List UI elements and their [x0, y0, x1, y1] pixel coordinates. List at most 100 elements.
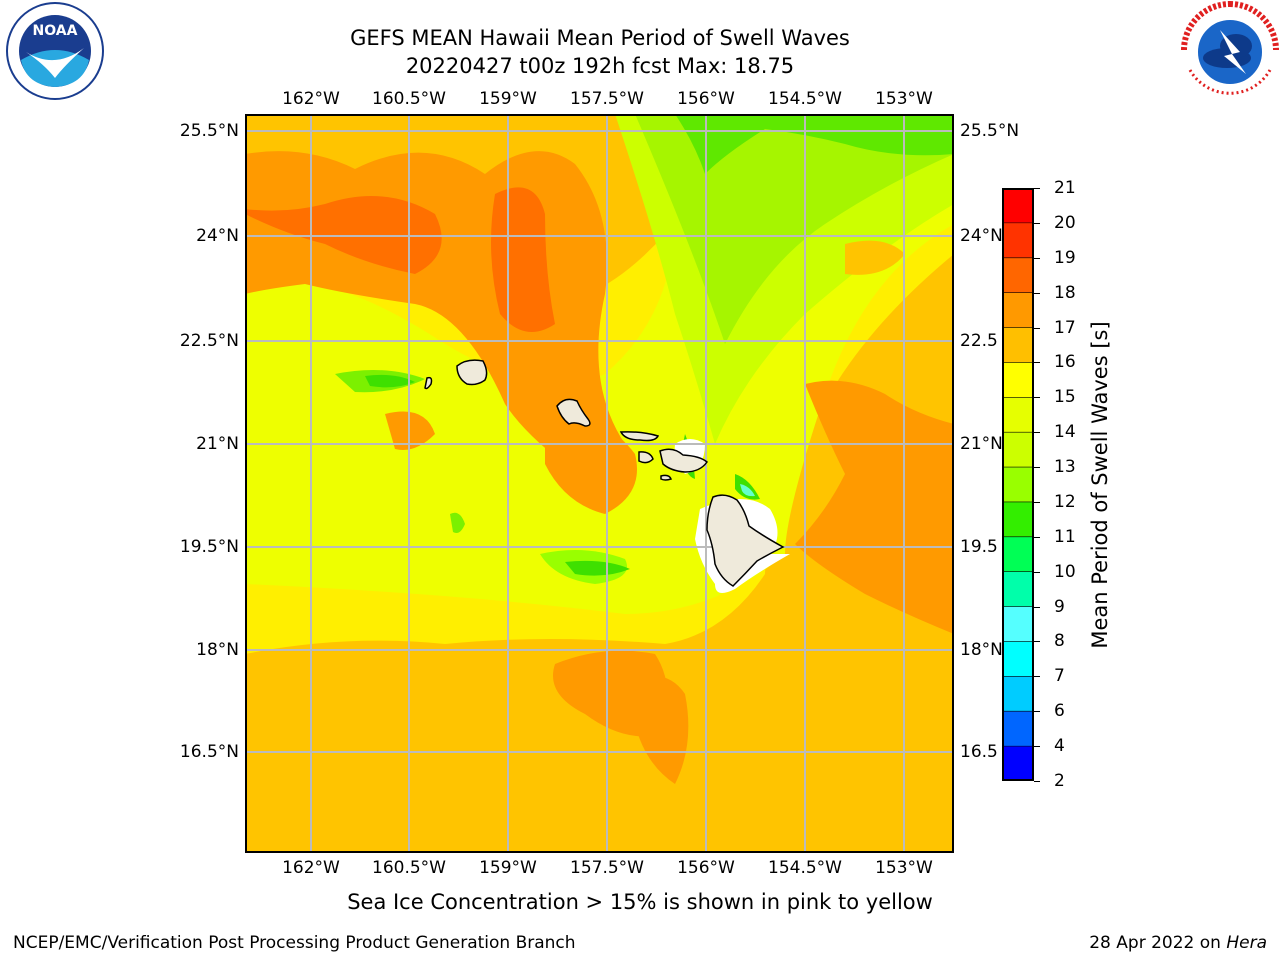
- colorbar-tick-label: 13: [1054, 457, 1076, 478]
- lat-label-right: 16.5: [960, 742, 998, 762]
- swell-period-map: [245, 114, 954, 853]
- lon-label-bottom: 157.5°W: [570, 858, 644, 878]
- colorbar-tick-label: 16: [1054, 352, 1076, 373]
- graticule: [245, 114, 954, 853]
- colorbar-tick-label: 8: [1054, 631, 1065, 652]
- colorbar-tick-label: 15: [1054, 387, 1076, 408]
- nws-logo: [1180, 0, 1280, 104]
- colorbar-swatch: [1002, 327, 1034, 363]
- lon-label-top: 154.5°W: [768, 89, 842, 109]
- lanai-island: [638, 451, 654, 464]
- lon-label-bottom: 159°W: [479, 858, 537, 878]
- lon-label-bottom: 153°W: [875, 858, 933, 878]
- colorbar-tick-mark: [1034, 292, 1040, 294]
- colorbar-tick-label: 19: [1054, 247, 1076, 268]
- lat-label-right: 21°N: [960, 434, 1003, 454]
- lon-label-top: 157.5°W: [570, 89, 644, 109]
- lat-label-right: 18°N: [960, 640, 1003, 660]
- colorbar-tick-mark: [1034, 188, 1040, 189]
- colorbar-swatch: [1002, 222, 1034, 259]
- colorbar-tick-label: 11: [1054, 526, 1076, 547]
- colorbar-swatch: [1002, 188, 1034, 224]
- colorbar-tick-label: 2: [1054, 771, 1065, 791]
- colorbar-tick-label: 17: [1054, 317, 1076, 338]
- colorbar-tick-label: 10: [1054, 561, 1076, 582]
- swell-period-field: [245, 114, 954, 853]
- colorbar-tick-mark: [1034, 781, 1040, 782]
- colorbar-tick-mark: [1034, 362, 1040, 364]
- colorbar-tick-label: 9: [1054, 596, 1065, 617]
- colorbar-swatch: [1002, 292, 1034, 329]
- colorbar-swatch: [1002, 501, 1034, 538]
- lon-label-bottom: 160.5°W: [372, 858, 446, 878]
- colorbar-tick-label: 12: [1054, 491, 1076, 512]
- colorbar-tick-mark: [1034, 711, 1040, 713]
- colorbar-swatch: [1002, 362, 1034, 398]
- colorbar-tick-label: 21: [1054, 178, 1076, 198]
- lat-label-right: 19.5: [960, 537, 998, 557]
- colorbar-tick-mark: [1034, 432, 1040, 434]
- footer-credit: NCEP/EMC/Verification Post Processing Pr…: [13, 933, 576, 953]
- lat-label-right: 22.5: [960, 331, 998, 351]
- footer-host: Hera: [1226, 933, 1267, 953]
- colorbar-swatch: [1002, 536, 1034, 573]
- lon-label-top: 153°W: [875, 89, 933, 109]
- niihau-island: [424, 376, 433, 390]
- colorbar-swatch: [1002, 397, 1034, 433]
- colorbar-tick-mark: [1034, 397, 1040, 399]
- colorbar-swatch: [1002, 641, 1034, 677]
- colorbar-tick-mark: [1034, 641, 1040, 643]
- lon-label-bottom: 154.5°W: [768, 858, 842, 878]
- colorbar-tick-mark: [1034, 467, 1040, 469]
- molokai-island: [619, 431, 660, 442]
- lon-label-top: 160.5°W: [372, 89, 446, 109]
- chart-subtitle-run-info: 20220427 t00z 192h fcst Max: 18.75: [405, 54, 795, 78]
- lon-label-bottom: 162°W: [282, 858, 340, 878]
- lat-label-left: 25.5°N: [179, 121, 239, 141]
- map-frame: [245, 114, 954, 853]
- footer-date-text: 28 Apr 2022 on: [1089, 933, 1221, 953]
- colorbar-tick-label: 18: [1054, 282, 1076, 303]
- footer-date: 28 Apr 2022 on Hera: [1089, 933, 1267, 953]
- lat-label-left: 16.5°N: [179, 742, 239, 762]
- colorbar-tick-mark: [1034, 536, 1040, 538]
- colorbar-label: Mean Period of Swell Waves [s]: [1088, 321, 1112, 649]
- colorbar-tick-label: 4: [1054, 736, 1065, 757]
- hawaiian-islands: [424, 359, 785, 587]
- chart-title: GEFS MEAN Hawaii Mean Period of Swell Wa…: [350, 26, 850, 50]
- colorbar-tick-mark: [1034, 571, 1040, 573]
- colorbar-swatch: [1002, 467, 1034, 503]
- sea-ice-note: Sea Ice Concentration > 15% is shown in …: [347, 890, 933, 914]
- lon-label-top: 156°W: [677, 89, 735, 109]
- lat-label-left: 22.5°N: [179, 331, 239, 351]
- colorbar-swatch: [1002, 432, 1034, 468]
- colorbar-tick-label: 6: [1054, 701, 1065, 722]
- maui-island: [659, 448, 709, 473]
- noaa-logo: NOAA: [4, 0, 106, 106]
- colorbar-swatch: [1002, 571, 1034, 608]
- colorbar-tick-mark: [1034, 606, 1040, 608]
- oahu-island: [556, 398, 591, 427]
- colorbar-tick-mark: [1034, 676, 1040, 678]
- svg-text:NOAA: NOAA: [33, 23, 78, 39]
- colorbar-swatch: [1002, 676, 1034, 712]
- kauai-island: [456, 359, 488, 386]
- colorbar-tick-mark: [1034, 501, 1040, 503]
- lat-label-left: 19.5°N: [179, 537, 239, 557]
- colorbar-swatch: [1002, 746, 1034, 781]
- lon-label-top: 159°W: [479, 89, 537, 109]
- big-island-hawaii: [706, 494, 785, 587]
- colorbar-tick-mark: [1034, 327, 1040, 329]
- colorbar-tick-mark: [1034, 257, 1040, 259]
- lat-label-right: 24°N: [960, 226, 1003, 246]
- lat-label-left: 21°N: [196, 434, 239, 454]
- lat-label-left: 18°N: [196, 640, 239, 660]
- colorbar-tick-label: 14: [1054, 422, 1076, 443]
- colorbar-tick-label: 20: [1054, 212, 1076, 233]
- lat-label-right: 25.5°N: [960, 121, 1020, 141]
- colorbar-tick-label: 7: [1054, 666, 1065, 687]
- kahoolawe-island: [660, 474, 672, 481]
- lon-label-top: 162°W: [282, 89, 340, 109]
- colorbar-swatch: [1002, 711, 1034, 747]
- lon-label-bottom: 156°W: [677, 858, 735, 878]
